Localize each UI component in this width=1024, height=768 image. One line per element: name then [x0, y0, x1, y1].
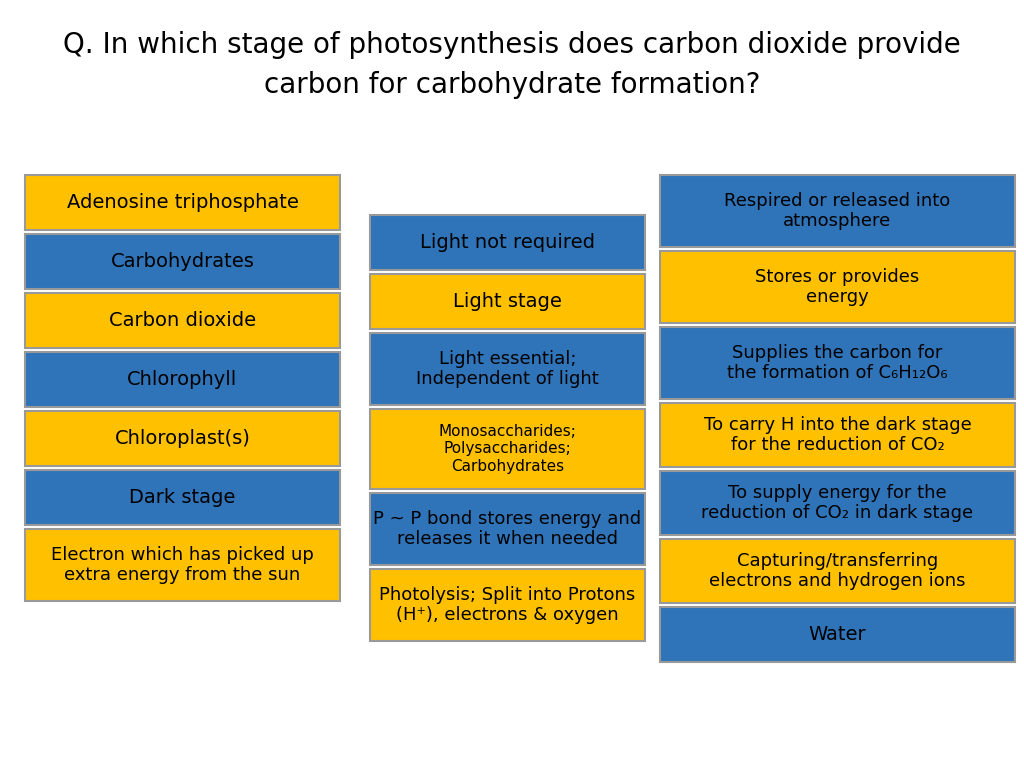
Bar: [370, 493, 645, 565]
Bar: [660, 607, 1015, 662]
Text: Electron which has picked up
extra energy from the sun: Electron which has picked up extra energ…: [51, 545, 314, 584]
Text: Light stage: Light stage: [453, 292, 562, 311]
Bar: [25, 529, 340, 601]
Bar: [370, 569, 645, 641]
Bar: [370, 409, 645, 489]
Text: Chloroplast(s): Chloroplast(s): [115, 429, 251, 448]
Text: Chlorophyll: Chlorophyll: [127, 370, 238, 389]
Bar: [25, 411, 340, 466]
Bar: [25, 175, 340, 230]
Text: Light essential;
Independent of light: Light essential; Independent of light: [416, 349, 599, 389]
Bar: [660, 539, 1015, 603]
Text: Adenosine triphosphate: Adenosine triphosphate: [67, 193, 298, 212]
Text: Carbon dioxide: Carbon dioxide: [109, 311, 256, 330]
Bar: [370, 274, 645, 329]
Text: P ~ P bond stores energy and
releases it when needed: P ~ P bond stores energy and releases it…: [374, 510, 642, 548]
Text: Capturing/transferring
electrons and hydrogen ions: Capturing/transferring electrons and hyd…: [710, 551, 966, 591]
Bar: [660, 327, 1015, 399]
Text: To supply energy for the
reduction of CO₂ in dark stage: To supply energy for the reduction of CO…: [701, 484, 974, 522]
Bar: [660, 403, 1015, 467]
Text: Light not required: Light not required: [420, 233, 595, 252]
Bar: [370, 333, 645, 405]
Text: To carry H into the dark stage
for the reduction of CO₂: To carry H into the dark stage for the r…: [703, 415, 972, 455]
Bar: [660, 175, 1015, 247]
Text: Carbohydrates: Carbohydrates: [111, 252, 254, 271]
Bar: [660, 471, 1015, 535]
Bar: [25, 293, 340, 348]
Text: Respired or released into
atmosphere: Respired or released into atmosphere: [724, 191, 950, 230]
Text: carbon for carbohydrate formation?: carbon for carbohydrate formation?: [264, 71, 760, 99]
Bar: [25, 352, 340, 407]
Bar: [660, 251, 1015, 323]
Text: Q. In which stage of photosynthesis does carbon dioxide provide: Q. In which stage of photosynthesis does…: [63, 31, 961, 59]
Bar: [370, 215, 645, 270]
Bar: [25, 470, 340, 525]
Bar: [25, 234, 340, 289]
Text: Photolysis; Split into Protons
(H⁺), electrons & oxygen: Photolysis; Split into Protons (H⁺), ele…: [379, 585, 636, 624]
Text: Monosaccharides;
Polysaccharides;
Carbohydrates: Monosaccharides; Polysaccharides; Carboh…: [438, 424, 577, 474]
Text: Water: Water: [809, 625, 866, 644]
Text: Dark stage: Dark stage: [129, 488, 236, 507]
Text: Supplies the carbon for
the formation of C₆H₁₂O₆: Supplies the carbon for the formation of…: [727, 343, 948, 382]
Text: Stores or provides
energy: Stores or provides energy: [756, 267, 920, 306]
